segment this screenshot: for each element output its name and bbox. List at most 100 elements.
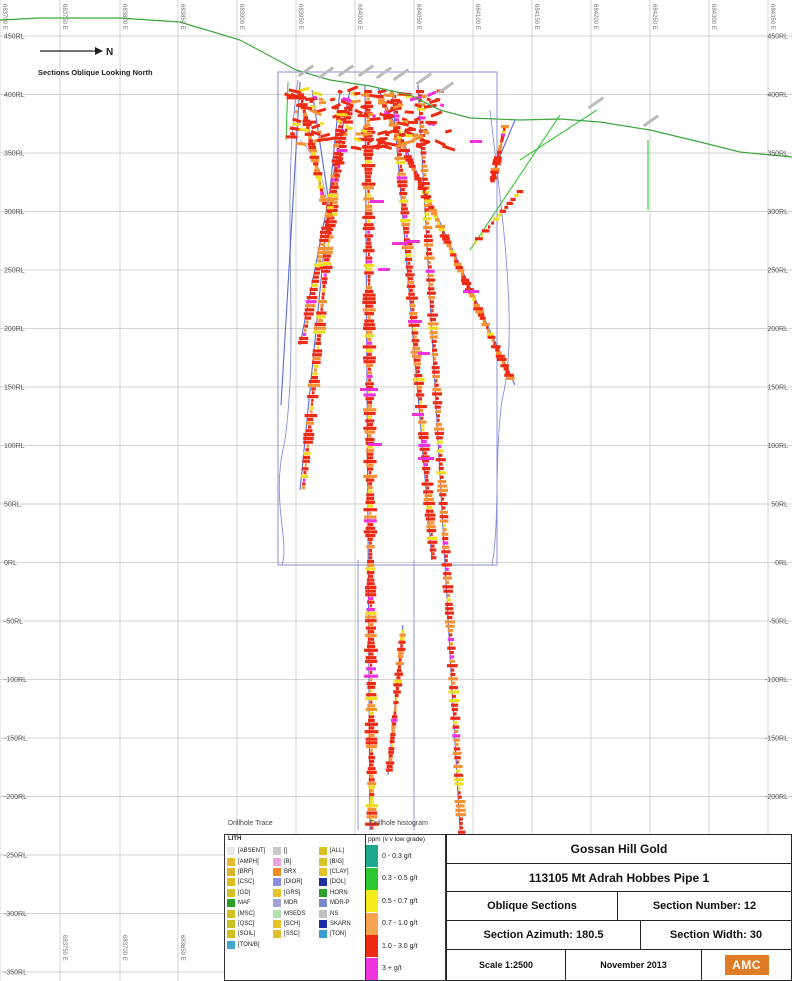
grade-bar xyxy=(421,455,430,459)
lith-swatch xyxy=(319,888,327,897)
grade-bar xyxy=(290,92,298,99)
grade-bar xyxy=(405,296,418,300)
grade-bar xyxy=(408,312,418,316)
drillhole-trace xyxy=(469,114,561,251)
grade-bar xyxy=(426,505,433,509)
grade-bar xyxy=(354,91,361,96)
grade-bar xyxy=(401,195,406,199)
grade-bar xyxy=(411,354,422,358)
grade-bar xyxy=(425,269,435,273)
grade-bar xyxy=(334,177,338,181)
grade-bar xyxy=(363,460,377,464)
grade-bar xyxy=(510,197,516,202)
grade-bar xyxy=(310,402,314,406)
grade-bar xyxy=(396,669,402,673)
grade-bar xyxy=(364,430,376,434)
lith-swatch xyxy=(227,909,235,918)
title-block: Gossan Hill Gold 113105 Mt Adrah Hobbes … xyxy=(446,834,792,981)
grade-bar xyxy=(426,529,437,533)
grade-bar xyxy=(366,123,371,127)
grade-bar xyxy=(307,417,314,421)
grade-bar xyxy=(393,102,398,106)
grade-bar xyxy=(367,630,375,634)
grade-bar xyxy=(399,191,408,196)
grade-bar xyxy=(414,374,423,378)
grade-bar xyxy=(302,455,311,459)
grade-bar xyxy=(491,345,501,349)
grade-bar xyxy=(436,414,440,418)
lith-item: [BRF] xyxy=(227,867,273,877)
lith-swatch xyxy=(227,919,235,928)
grade-bar xyxy=(434,431,444,436)
grade-bar xyxy=(422,160,426,164)
grade-bar xyxy=(388,117,392,121)
lith-header: LITH xyxy=(228,836,242,842)
grade-bar xyxy=(367,252,370,256)
grade-bar xyxy=(388,757,393,761)
grade-bar xyxy=(446,580,450,585)
pipe-outline-right xyxy=(489,109,510,566)
grade-bar xyxy=(413,343,419,347)
grade-bar xyxy=(465,288,474,292)
grade-bar xyxy=(414,177,422,181)
grade-bar xyxy=(504,373,514,377)
grade-bar xyxy=(416,103,426,107)
grade-bar xyxy=(306,444,309,448)
grade-bar xyxy=(441,550,451,554)
grade-bar xyxy=(413,358,421,362)
grade-bar xyxy=(409,304,416,308)
grade-bar xyxy=(320,132,331,139)
grade-bar xyxy=(425,517,436,521)
grade-bar xyxy=(390,732,396,737)
grade-swatch xyxy=(366,867,378,890)
grade-bar xyxy=(396,676,401,680)
grade-bar xyxy=(389,120,395,124)
grade-bar xyxy=(450,668,455,672)
grade-bar xyxy=(401,222,411,227)
grade-bar xyxy=(487,335,496,339)
grade-bar xyxy=(394,110,399,114)
grade-bar xyxy=(329,198,335,202)
grade-bar xyxy=(361,164,376,168)
grade-bar xyxy=(491,173,496,177)
lith-label: [ABSENT] xyxy=(238,848,266,855)
view-type: Oblique Sections xyxy=(446,891,618,921)
grade-bar xyxy=(394,157,406,161)
grade-bar xyxy=(308,108,322,117)
lith-swatch xyxy=(273,930,281,939)
section-number: Section Number: 12 xyxy=(617,891,792,921)
grade-bar xyxy=(501,125,509,129)
grade-bar xyxy=(314,168,321,173)
grade-bar xyxy=(384,114,393,118)
grade-bar xyxy=(451,681,456,685)
grade-bar xyxy=(342,96,352,103)
grade-bar xyxy=(498,144,503,149)
grade-bar xyxy=(366,456,374,460)
elevation-label-left: 50RL xyxy=(4,502,21,509)
grade-bar xyxy=(365,437,375,441)
grade-bar xyxy=(369,93,380,99)
grade-bar xyxy=(320,242,326,247)
grade-bar xyxy=(416,107,426,111)
grade-bar xyxy=(318,300,327,304)
lith-item: [SCH] xyxy=(273,919,319,929)
elevation-label-left: -100RL xyxy=(4,677,27,684)
grade-bar-high xyxy=(392,242,408,245)
grade-bar xyxy=(492,217,500,221)
grade-bar xyxy=(366,423,373,427)
grade-bar xyxy=(394,704,397,708)
grade-bar xyxy=(428,282,434,287)
grade-bar xyxy=(445,567,449,571)
lith-item: [SOIL] xyxy=(227,929,273,939)
lithology-legend: LITH [ABSENT] [] [ALL] [AMPH] [B] [B/G] [BRF] B… xyxy=(224,834,366,981)
grade-bar xyxy=(443,523,446,528)
grade-bar xyxy=(426,97,431,102)
grade-bar xyxy=(458,786,461,790)
grade-bar xyxy=(457,795,462,799)
drillhole-trace-title: Drillhole Trace xyxy=(228,820,273,827)
elevation-label-right: 350RL xyxy=(767,151,788,158)
drillhole-trace xyxy=(311,89,331,211)
grade-bar xyxy=(363,323,375,327)
grade-bar xyxy=(424,208,429,212)
grade-bar xyxy=(418,432,429,436)
